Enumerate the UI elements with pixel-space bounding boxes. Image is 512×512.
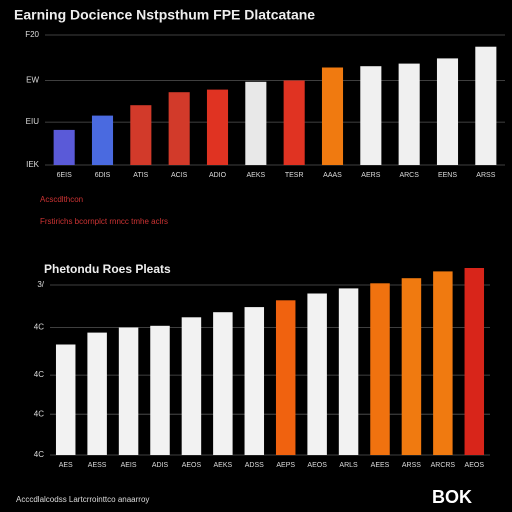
bar — [168, 92, 190, 165]
bar — [370, 283, 390, 455]
bar — [401, 278, 422, 455]
x-tick-label: AEKS — [246, 172, 265, 179]
bar — [87, 332, 107, 455]
x-tick-label: ARSS — [402, 462, 421, 469]
x-tick-label: ADIO — [209, 172, 227, 179]
bar — [307, 293, 327, 455]
y-tick-label: 4C — [34, 409, 44, 418]
x-tick-label: ARSS — [476, 172, 495, 179]
y-tick-label: EW — [26, 76, 39, 85]
x-tick-label: AAAS — [323, 172, 342, 179]
x-tick-label: ARCRS — [431, 462, 456, 469]
x-tick-label: ATIS — [133, 172, 148, 179]
y-tick-label: F20 — [25, 30, 39, 39]
x-tick-label: ADIS — [152, 462, 169, 469]
note: Frstirichs bcornplct rnncc tmhe aclrs — [40, 217, 168, 226]
footnote: Acccdlalcodss Lartcrrointtco anaarroy — [16, 495, 149, 504]
note: Acscdlthcon — [40, 195, 83, 204]
bar — [321, 67, 344, 165]
bar — [464, 268, 485, 455]
footer-logo: BOK — [432, 487, 472, 507]
bar — [181, 317, 202, 455]
chart-title: Phetondu Roes Pleats — [44, 262, 171, 276]
bar — [53, 129, 75, 165]
bar — [275, 300, 296, 455]
bar — [433, 271, 453, 455]
x-tick-label: AEOS — [182, 462, 202, 469]
y-tick-label: 4C — [34, 450, 44, 459]
x-tick-label: AERS — [361, 172, 380, 179]
chart-title: Earning Docience Nstpsthum FPE Dlatcatan… — [14, 7, 315, 23]
x-tick-label: ARCS — [399, 172, 419, 179]
bar — [338, 288, 359, 455]
bar — [245, 81, 267, 165]
x-tick-label: 6DIS — [95, 172, 111, 179]
y-tick-label: 4C — [34, 370, 44, 379]
y-tick-label: 3/ — [37, 280, 44, 289]
bar — [283, 80, 305, 165]
bar — [398, 63, 420, 165]
bar — [150, 325, 170, 455]
x-tick-label: AESS — [88, 462, 107, 469]
x-tick-label: EENS — [438, 172, 457, 179]
x-tick-label: AEPS — [276, 462, 295, 469]
x-tick-label: TESR — [285, 172, 304, 179]
bar — [436, 58, 459, 165]
x-tick-label: 6EIS — [57, 172, 73, 179]
bar — [213, 312, 233, 455]
x-tick-label: AEOS — [465, 462, 485, 469]
bar — [244, 307, 265, 455]
x-tick-label: ARLS — [339, 462, 358, 469]
bar — [118, 327, 139, 455]
bar — [55, 344, 76, 455]
bar — [91, 115, 114, 165]
bar — [475, 46, 497, 166]
x-tick-label: AEOS — [307, 462, 327, 469]
y-tick-label: EIU — [26, 117, 40, 126]
x-tick-label: AEES — [371, 462, 390, 469]
x-tick-label: AEKS — [214, 462, 233, 469]
y-tick-label: 4C — [34, 323, 44, 332]
y-tick-label: IEK — [26, 160, 40, 169]
bar — [206, 89, 229, 165]
x-tick-label: AES — [59, 462, 73, 469]
bar — [360, 66, 382, 165]
x-tick-label: ADSS — [245, 462, 264, 469]
x-tick-label: AEIS — [121, 462, 137, 469]
x-tick-label: ACIS — [171, 172, 188, 179]
bar — [130, 105, 152, 165]
